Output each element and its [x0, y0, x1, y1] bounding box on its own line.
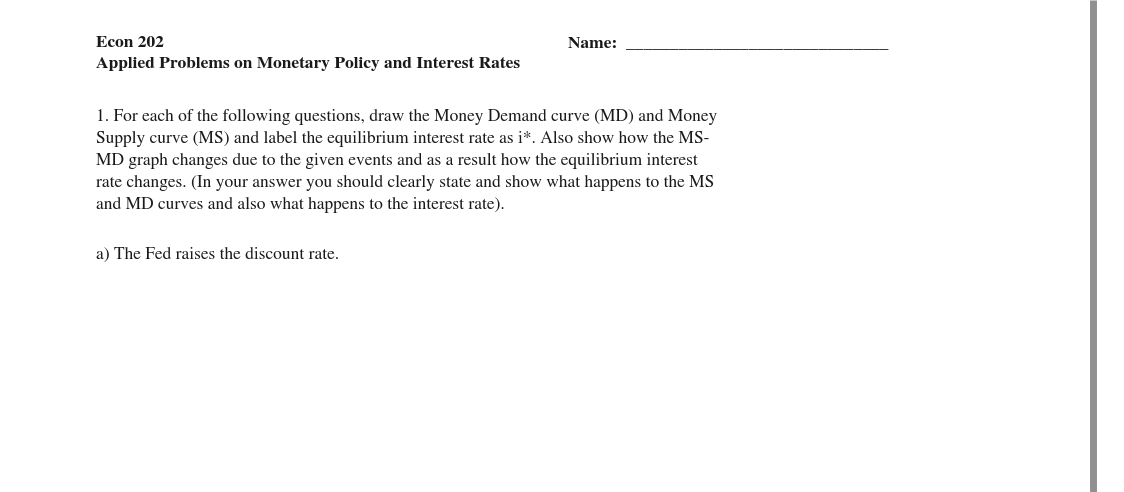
- Text: MD graph changes due to the given events and as a result how the equilibrium int: MD graph changes due to the given events…: [96, 153, 697, 169]
- Text: rate changes. (In your answer you should clearly state and show what happens to : rate changes. (In your answer you should…: [96, 175, 714, 191]
- Text: Supply curve (MS) and label the equilibrium interest rate as i*. Also show how t: Supply curve (MS) and label the equilibr…: [96, 131, 709, 147]
- Text: and MD curves and also what happens to the interest rate).: and MD curves and also what happens to t…: [96, 197, 505, 213]
- Text: 1. For each of the following questions, draw the Money Demand curve (MD) and Mon: 1. For each of the following questions, …: [96, 109, 717, 125]
- Text: Applied Problems on Monetary Policy and Interest Rates: Applied Problems on Monetary Policy and …: [96, 57, 519, 71]
- Text: a) The Fed raises the discount rate.: a) The Fed raises the discount rate.: [96, 247, 338, 263]
- Text: Econ 202: Econ 202: [96, 36, 163, 50]
- Text: Name:  ______________________________: Name: ______________________________: [568, 36, 888, 50]
